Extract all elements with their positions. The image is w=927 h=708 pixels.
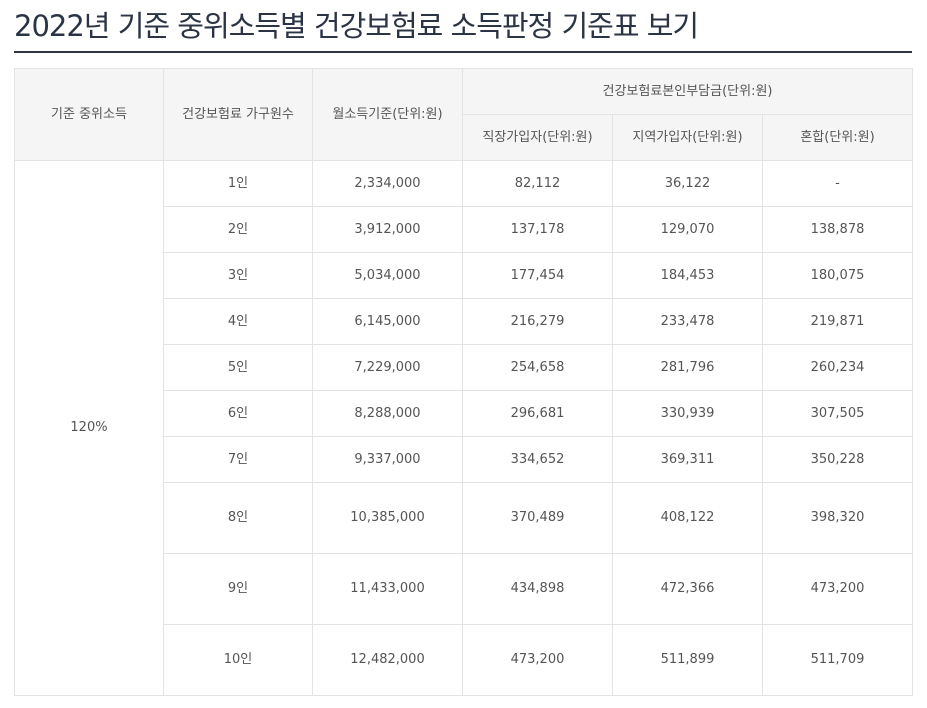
employee-premium-cell: 434,898: [462, 553, 613, 625]
household-size-cell: 10인: [163, 624, 313, 696]
regional-premium-cell: 233,478: [612, 298, 763, 345]
header-monthly-income: 월소득기준(단위:원): [312, 68, 463, 161]
page-title: 2022년 기준 중위소득별 건강보험료 소득판정 기준표 보기: [14, 9, 699, 43]
household-size-cell: 5인: [163, 344, 313, 391]
income-criteria-table: 기준 중위소득 건강보험료 가구원수 월소득기준(단위:원) 건강보험료본인부담…: [14, 68, 913, 696]
table-row: 10인 12,482,000 473,200 511,899 511,709: [15, 624, 913, 696]
table-row: 3인 5,034,000 177,454 184,453 180,075: [15, 252, 913, 299]
regional-premium-cell: 36,122: [612, 160, 763, 207]
table-row: 7인 9,337,000 334,652 369,311 350,228: [15, 436, 913, 483]
median-income-cell: 120%: [14, 160, 164, 696]
table-row: 4인 6,145,000 216,279 233,478 219,871: [15, 298, 913, 345]
employee-premium-cell: 334,652: [462, 436, 613, 483]
regional-premium-cell: 281,796: [612, 344, 763, 391]
household-size-cell: 3인: [163, 252, 313, 299]
mixed-premium-cell: -: [762, 160, 913, 207]
table-row: 8인 10,385,000 370,489 408,122 398,320: [15, 482, 913, 554]
mixed-premium-cell: 180,075: [762, 252, 913, 299]
header-household-size: 건강보험료 가구원수: [163, 68, 313, 161]
mixed-premium-cell: 473,200: [762, 553, 913, 625]
monthly-income-cell: 9,337,000: [312, 436, 463, 483]
header-median-income: 기준 중위소득: [14, 68, 164, 161]
table-row: 120% 1인 2,334,000 82,112 36,122 -: [14, 160, 913, 696]
employee-premium-cell: 473,200: [462, 624, 613, 696]
title-divider: [14, 51, 912, 53]
monthly-income-cell: 3,912,000: [312, 206, 463, 253]
regional-premium-cell: 330,939: [612, 390, 763, 437]
mixed-premium-cell: 511,709: [762, 624, 913, 696]
regional-premium-cell: 184,453: [612, 252, 763, 299]
employee-premium-cell: 137,178: [462, 206, 613, 253]
header-employee: 직장가입자(단위:원): [462, 114, 613, 161]
monthly-income-cell: 12,482,000: [312, 624, 463, 696]
household-size-cell: 1인: [163, 160, 313, 207]
mixed-premium-cell: 219,871: [762, 298, 913, 345]
table-row: 2인 3,912,000 137,178 129,070 138,878: [15, 206, 913, 253]
household-size-cell: 4인: [163, 298, 313, 345]
employee-premium-cell: 216,279: [462, 298, 613, 345]
regional-premium-cell: 408,122: [612, 482, 763, 554]
header-premium-group: 건강보험료본인부담금(단위:원): [462, 68, 913, 115]
employee-premium-cell: 370,489: [462, 482, 613, 554]
household-size-cell: 6인: [163, 390, 313, 437]
mixed-premium-cell: 350,228: [762, 436, 913, 483]
household-size-cell: 8인: [163, 482, 313, 554]
employee-premium-cell: 177,454: [462, 252, 613, 299]
household-size-cell: 9인: [163, 553, 313, 625]
mixed-premium-cell: 138,878: [762, 206, 913, 253]
monthly-income-cell: 11,433,000: [312, 553, 463, 625]
mixed-premium-cell: 398,320: [762, 482, 913, 554]
household-size-cell: 7인: [163, 436, 313, 483]
regional-premium-cell: 129,070: [612, 206, 763, 253]
table-row: 5인 7,229,000 254,658 281,796 260,234: [15, 344, 913, 391]
employee-premium-cell: 296,681: [462, 390, 613, 437]
header-regional: 지역가입자(단위:원): [612, 114, 763, 161]
header-subrow: 직장가입자(단위:원) 지역가입자(단위:원) 혼합(단위:원): [15, 114, 913, 161]
monthly-income-cell: 7,229,000: [312, 344, 463, 391]
monthly-income-cell: 10,385,000: [312, 482, 463, 554]
mixed-premium-cell: 260,234: [762, 344, 913, 391]
monthly-income-cell: 2,334,000: [312, 160, 463, 207]
header-row: 기준 중위소득 건강보험료 가구원수 월소득기준(단위:원) 건강보험료본인부담…: [14, 68, 913, 161]
header-mixed: 혼합(단위:원): [762, 114, 913, 161]
monthly-income-cell: 8,288,000: [312, 390, 463, 437]
table-row: 6인 8,288,000 296,681 330,939 307,505: [15, 390, 913, 437]
monthly-income-cell: 6,145,000: [312, 298, 463, 345]
regional-premium-cell: 511,899: [612, 624, 763, 696]
employee-premium-cell: 254,658: [462, 344, 613, 391]
regional-premium-cell: 472,366: [612, 553, 763, 625]
mixed-premium-cell: 307,505: [762, 390, 913, 437]
monthly-income-cell: 5,034,000: [312, 252, 463, 299]
employee-premium-cell: 82,112: [462, 160, 613, 207]
household-size-cell: 2인: [163, 206, 313, 253]
regional-premium-cell: 369,311: [612, 436, 763, 483]
